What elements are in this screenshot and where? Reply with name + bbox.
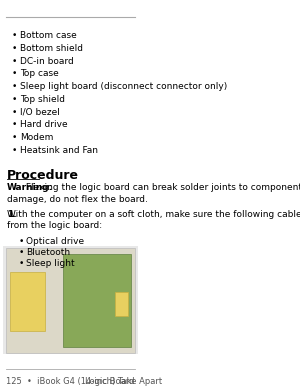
Text: Modem: Modem	[20, 133, 53, 142]
Text: Bluetooth: Bluetooth	[26, 248, 70, 257]
Text: •: •	[18, 237, 24, 246]
Text: Top shield: Top shield	[20, 95, 65, 104]
Text: Sleep light: Sleep light	[26, 259, 75, 268]
FancyBboxPatch shape	[10, 272, 45, 331]
Text: •: •	[11, 82, 17, 91]
Text: •: •	[11, 146, 17, 155]
Text: I/O bezel: I/O bezel	[20, 108, 60, 117]
Text: •: •	[11, 133, 17, 142]
Text: from the logic board:: from the logic board:	[7, 221, 102, 230]
Text: Bottom shield: Bottom shield	[20, 44, 83, 53]
Text: •: •	[18, 248, 24, 257]
Text: 125  •  iBook G4 (14-inch) Take Apart: 125 • iBook G4 (14-inch) Take Apart	[6, 376, 162, 386]
Text: DC-in board: DC-in board	[20, 57, 74, 66]
Text: Flexing the logic board can break solder joints to components. To prevent: Flexing the logic board can break solder…	[23, 183, 300, 192]
Text: Logic Board: Logic Board	[85, 376, 135, 386]
Text: •: •	[11, 69, 17, 78]
Text: Warning:: Warning:	[7, 183, 53, 192]
FancyBboxPatch shape	[63, 255, 131, 347]
Text: Procedure: Procedure	[7, 168, 79, 182]
Text: Heatsink and Fan: Heatsink and Fan	[20, 146, 98, 155]
FancyBboxPatch shape	[115, 293, 128, 316]
Text: Bottom case: Bottom case	[20, 31, 76, 40]
FancyBboxPatch shape	[6, 248, 135, 353]
Text: •: •	[18, 259, 24, 268]
Text: •: •	[11, 57, 17, 66]
Text: Optical drive: Optical drive	[26, 237, 84, 246]
Text: Top case: Top case	[20, 69, 58, 78]
Text: damage, do not flex the board.: damage, do not flex the board.	[7, 195, 148, 204]
Text: •: •	[11, 31, 17, 40]
Text: Hard drive: Hard drive	[20, 120, 67, 130]
Text: •: •	[11, 120, 17, 130]
Text: Sleep light board (disconnect connector only): Sleep light board (disconnect connector …	[20, 82, 227, 91]
Text: •: •	[11, 108, 17, 117]
FancyBboxPatch shape	[3, 246, 138, 355]
Text: •: •	[11, 95, 17, 104]
Text: With the computer on a soft cloth, make sure the following cables are disconnect: With the computer on a soft cloth, make …	[7, 210, 300, 219]
Text: •: •	[11, 44, 17, 53]
Text: 1.: 1.	[7, 210, 17, 219]
